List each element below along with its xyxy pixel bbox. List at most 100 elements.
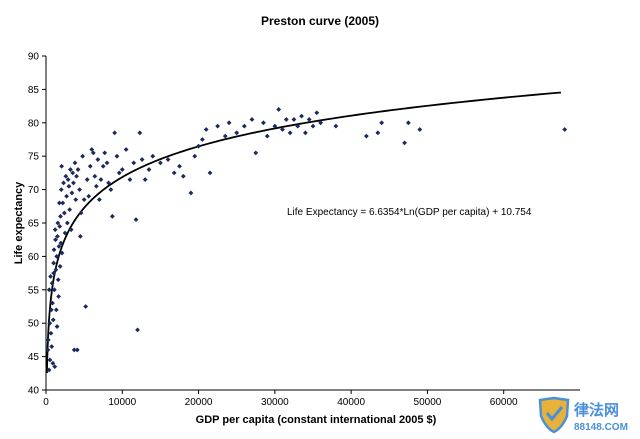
y-tick-label: 45 bbox=[28, 352, 40, 363]
x-tick-label: 0 bbox=[43, 397, 49, 408]
y-tick-label: 55 bbox=[28, 285, 40, 296]
data-point bbox=[53, 307, 59, 313]
data-point bbox=[51, 260, 57, 266]
data-point bbox=[50, 317, 56, 323]
data-point bbox=[188, 190, 194, 196]
data-point bbox=[98, 177, 104, 182]
x-tick-label: 50000 bbox=[414, 397, 442, 408]
data-point bbox=[241, 123, 247, 129]
data-point bbox=[68, 167, 73, 172]
y-tick-label: 75 bbox=[28, 152, 40, 163]
data-point bbox=[108, 187, 114, 192]
data-point bbox=[60, 200, 66, 206]
data-point bbox=[104, 160, 110, 166]
data-point bbox=[65, 177, 71, 182]
data-point bbox=[50, 360, 56, 366]
data-point bbox=[272, 123, 278, 129]
data-point bbox=[234, 130, 240, 136]
watermark-brand: 律法网 bbox=[573, 401, 619, 419]
data-point bbox=[51, 247, 57, 253]
data-point bbox=[135, 327, 140, 333]
data-point bbox=[402, 140, 407, 146]
data-point bbox=[49, 344, 55, 349]
data-point bbox=[45, 347, 51, 353]
data-point bbox=[264, 133, 270, 139]
x-axis-label: GDP per capita (constant international 2… bbox=[196, 414, 437, 426]
check-icon bbox=[545, 406, 564, 422]
y-axis-label: Life expectancy bbox=[13, 181, 25, 264]
data-point bbox=[116, 170, 122, 176]
data-point bbox=[56, 200, 62, 206]
data-point bbox=[306, 117, 312, 122]
data-point bbox=[196, 143, 201, 149]
data-point bbox=[142, 177, 148, 182]
data-point bbox=[109, 213, 115, 219]
data-point bbox=[83, 304, 89, 309]
data-points bbox=[45, 107, 568, 373]
y-tick-label: 70 bbox=[28, 185, 40, 196]
data-point bbox=[302, 130, 308, 136]
data-point bbox=[70, 170, 76, 176]
data-point bbox=[80, 153, 86, 159]
data-point bbox=[249, 117, 255, 122]
data-point bbox=[180, 173, 186, 179]
data-point bbox=[295, 123, 301, 129]
data-point bbox=[51, 270, 57, 276]
data-point bbox=[59, 250, 65, 256]
data-point bbox=[364, 133, 369, 139]
data-point bbox=[56, 294, 61, 299]
trendline-equation: Life Expectancy = 6.6354*Ln(GDP per capi… bbox=[287, 207, 532, 218]
y-axis-ticks: 40 45 50 55 60 65 70 75 80 85 90 bbox=[28, 52, 46, 397]
data-point bbox=[333, 123, 339, 129]
data-point bbox=[61, 180, 66, 186]
data-point bbox=[283, 117, 289, 122]
data-point bbox=[59, 163, 65, 169]
data-point bbox=[64, 193, 69, 199]
y-tick-label: 65 bbox=[28, 219, 40, 230]
data-point bbox=[276, 107, 282, 112]
data-point bbox=[171, 170, 177, 176]
data-point bbox=[48, 307, 54, 313]
data-point bbox=[47, 357, 53, 363]
data-point bbox=[226, 120, 232, 126]
data-point bbox=[64, 220, 70, 226]
data-point bbox=[314, 110, 320, 116]
data-point bbox=[92, 173, 98, 179]
data-point bbox=[119, 167, 125, 172]
data-point bbox=[562, 127, 568, 132]
data-point bbox=[47, 320, 53, 326]
data-point bbox=[158, 160, 163, 166]
data-point bbox=[89, 147, 95, 152]
data-point bbox=[58, 213, 63, 219]
data-point bbox=[45, 337, 51, 343]
data-point bbox=[77, 187, 82, 192]
data-point bbox=[127, 177, 133, 182]
data-point bbox=[53, 237, 58, 243]
data-point bbox=[93, 183, 99, 189]
data-point bbox=[74, 173, 79, 179]
data-point bbox=[261, 120, 266, 126]
data-point bbox=[165, 157, 171, 162]
data-point bbox=[102, 150, 108, 156]
y-tick-label: 80 bbox=[28, 118, 40, 129]
data-point bbox=[56, 243, 62, 249]
data-point bbox=[66, 183, 72, 189]
data-point bbox=[57, 264, 63, 269]
data-point bbox=[417, 127, 423, 132]
data-point bbox=[405, 120, 411, 126]
data-point bbox=[75, 167, 81, 172]
data-point bbox=[74, 347, 80, 353]
data-point bbox=[215, 123, 221, 129]
watermark-site: 88148.COM bbox=[574, 422, 628, 433]
data-point bbox=[114, 153, 120, 159]
data-point bbox=[310, 123, 316, 129]
data-point bbox=[84, 177, 90, 182]
data-point bbox=[150, 153, 156, 159]
x-tick-label: 10000 bbox=[108, 397, 136, 408]
data-point bbox=[287, 130, 293, 136]
data-point bbox=[55, 277, 61, 283]
data-point bbox=[146, 167, 152, 172]
y-axis-label-group: Life expectancy bbox=[13, 181, 25, 264]
data-point bbox=[51, 287, 57, 293]
data-point bbox=[52, 227, 58, 233]
